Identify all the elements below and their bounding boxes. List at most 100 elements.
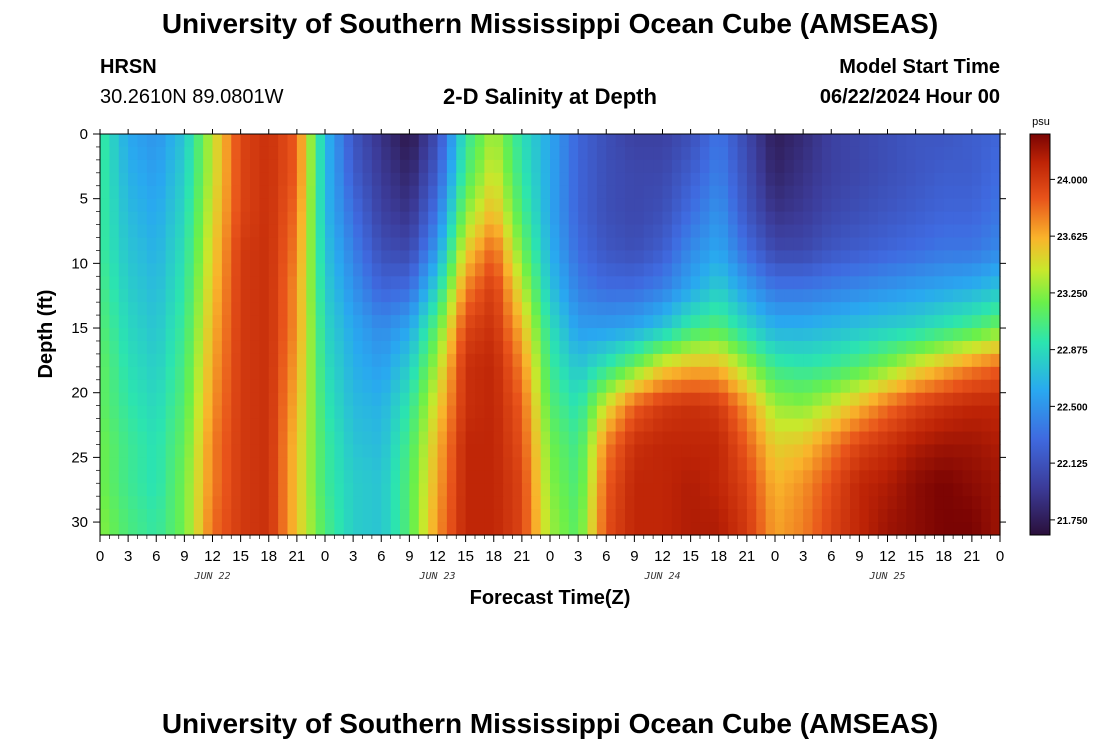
y-tick-label: 0 xyxy=(80,126,88,143)
heatmap-cell xyxy=(990,340,1001,355)
heatmap-cell xyxy=(306,237,317,252)
heatmap-cell xyxy=(278,134,289,148)
heatmap-cell xyxy=(268,340,279,355)
heatmap-cell xyxy=(390,134,401,148)
heatmap-cell xyxy=(493,172,504,187)
heatmap-cell xyxy=(671,224,682,239)
heatmap-cell xyxy=(737,250,748,264)
heatmap-cell xyxy=(456,470,467,484)
heatmap-cell xyxy=(934,418,945,433)
heatmap-cell xyxy=(887,172,898,187)
heatmap-cell xyxy=(446,315,457,329)
heatmap-cell xyxy=(643,392,654,407)
heatmap-cell xyxy=(240,224,251,239)
heatmap-cell xyxy=(728,263,739,277)
heatmap-cell xyxy=(503,263,514,277)
heatmap-cell xyxy=(559,224,570,239)
heatmap-cell xyxy=(803,172,814,187)
heatmap-cell xyxy=(709,444,720,458)
heatmap-cell xyxy=(878,392,889,407)
heatmap-cell xyxy=(643,340,654,355)
heatmap-cell xyxy=(437,470,448,484)
heatmap-cell xyxy=(437,379,448,394)
heatmap-cell xyxy=(803,353,814,368)
heatmap-cell xyxy=(484,185,495,200)
heatmap-cell xyxy=(803,392,814,407)
heatmap-cell xyxy=(306,444,317,458)
heatmap-cell xyxy=(334,353,345,368)
heatmap-cell xyxy=(578,353,589,368)
x-tick-label: 15 xyxy=(457,548,474,565)
heatmap-cell xyxy=(981,328,992,342)
heatmap-cell xyxy=(493,522,504,536)
heatmap-cell xyxy=(821,496,832,510)
heatmap-cell xyxy=(690,431,701,446)
heatmap-cell xyxy=(137,172,148,187)
heatmap-cell xyxy=(240,172,251,187)
heatmap-cell xyxy=(325,263,335,277)
heatmap-cell xyxy=(550,366,560,381)
heatmap-cell xyxy=(221,224,232,239)
heatmap-cell xyxy=(746,340,757,355)
heatmap-cell xyxy=(456,522,467,536)
heatmap-cell xyxy=(203,522,214,536)
heatmap-cell xyxy=(615,172,626,187)
heatmap-cell xyxy=(643,418,654,433)
heatmap-cell xyxy=(615,237,626,252)
heatmap-cell xyxy=(184,289,195,303)
heatmap-cell xyxy=(390,457,401,471)
heatmap-cell xyxy=(643,353,654,368)
heatmap-cell xyxy=(831,172,842,187)
heatmap-cell xyxy=(400,237,410,252)
heatmap-cell xyxy=(775,444,785,458)
heatmap-cell xyxy=(446,496,457,510)
heatmap-cell xyxy=(146,431,157,446)
heatmap-cell xyxy=(981,496,992,510)
heatmap-cell xyxy=(765,289,776,303)
heatmap-cell xyxy=(559,418,570,433)
heatmap-cell xyxy=(831,522,842,536)
heatmap-cell xyxy=(250,353,260,368)
heatmap-cell xyxy=(109,250,120,264)
heatmap-cell xyxy=(840,457,851,471)
heatmap-cell xyxy=(437,483,448,497)
heatmap-cell xyxy=(540,444,551,458)
heatmap-cell xyxy=(859,159,870,174)
heatmap-cell xyxy=(512,366,523,381)
heatmap-cell xyxy=(521,328,532,342)
heatmap-cell xyxy=(428,211,439,226)
heatmap-cell xyxy=(690,328,701,342)
heatmap-cell xyxy=(718,379,729,394)
heatmap-cell xyxy=(409,470,420,484)
heatmap-cell xyxy=(221,470,232,484)
heatmap-cell xyxy=(512,224,523,239)
heatmap-cell xyxy=(990,250,1001,264)
heatmap-cell xyxy=(540,431,551,446)
heatmap-cell xyxy=(118,522,129,536)
heatmap-cell xyxy=(859,211,870,226)
heatmap-cell xyxy=(971,211,982,226)
heatmap-cell xyxy=(437,198,448,213)
heatmap-cell xyxy=(493,431,504,446)
x-tick-label: 15 xyxy=(232,548,249,565)
heatmap-cell xyxy=(456,237,467,252)
heatmap-cell xyxy=(268,431,279,446)
heatmap-cell xyxy=(268,211,279,226)
heatmap-cell xyxy=(231,315,242,329)
heatmap-cell xyxy=(906,522,917,536)
heatmap-cell xyxy=(812,392,823,407)
heatmap-cell xyxy=(390,470,401,484)
heatmap-cell xyxy=(700,418,710,433)
heatmap-cell xyxy=(728,405,739,420)
heatmap-cell xyxy=(531,263,542,277)
heatmap-cell xyxy=(531,250,542,264)
heatmap-cell xyxy=(128,366,139,381)
heatmap-cell xyxy=(371,198,382,213)
heatmap-cell xyxy=(746,457,757,471)
heatmap-cell xyxy=(484,418,495,433)
heatmap-cell xyxy=(156,211,167,226)
heatmap-cell xyxy=(343,353,354,368)
heatmap-cell xyxy=(353,172,364,187)
heatmap-cell xyxy=(184,224,195,239)
heatmap-cell xyxy=(175,353,185,368)
